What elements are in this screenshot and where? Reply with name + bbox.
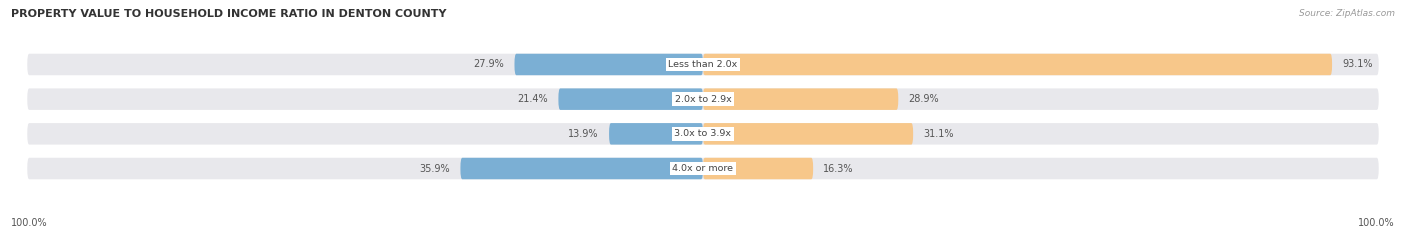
- Text: Source: ZipAtlas.com: Source: ZipAtlas.com: [1299, 9, 1395, 18]
- FancyBboxPatch shape: [703, 54, 1331, 75]
- FancyBboxPatch shape: [27, 88, 1379, 110]
- Text: 3.0x to 3.9x: 3.0x to 3.9x: [675, 129, 731, 138]
- FancyBboxPatch shape: [515, 54, 703, 75]
- Text: 100.0%: 100.0%: [1358, 218, 1395, 228]
- Text: 4.0x or more: 4.0x or more: [672, 164, 734, 173]
- FancyBboxPatch shape: [703, 88, 898, 110]
- FancyBboxPatch shape: [27, 123, 1379, 145]
- Text: 100.0%: 100.0%: [11, 218, 48, 228]
- FancyBboxPatch shape: [460, 158, 703, 179]
- Text: PROPERTY VALUE TO HOUSEHOLD INCOME RATIO IN DENTON COUNTY: PROPERTY VALUE TO HOUSEHOLD INCOME RATIO…: [11, 9, 447, 19]
- FancyBboxPatch shape: [609, 123, 703, 145]
- Text: 2.0x to 2.9x: 2.0x to 2.9x: [675, 95, 731, 104]
- Text: 16.3%: 16.3%: [824, 164, 853, 174]
- Text: 35.9%: 35.9%: [419, 164, 450, 174]
- Text: 28.9%: 28.9%: [908, 94, 939, 104]
- Text: 13.9%: 13.9%: [568, 129, 599, 139]
- FancyBboxPatch shape: [27, 158, 1379, 179]
- Text: 21.4%: 21.4%: [517, 94, 548, 104]
- Text: 93.1%: 93.1%: [1343, 59, 1372, 69]
- FancyBboxPatch shape: [27, 54, 1379, 75]
- FancyBboxPatch shape: [558, 88, 703, 110]
- FancyBboxPatch shape: [703, 123, 912, 145]
- FancyBboxPatch shape: [703, 158, 813, 179]
- Text: 27.9%: 27.9%: [474, 59, 505, 69]
- Text: 31.1%: 31.1%: [924, 129, 953, 139]
- Text: Less than 2.0x: Less than 2.0x: [668, 60, 738, 69]
